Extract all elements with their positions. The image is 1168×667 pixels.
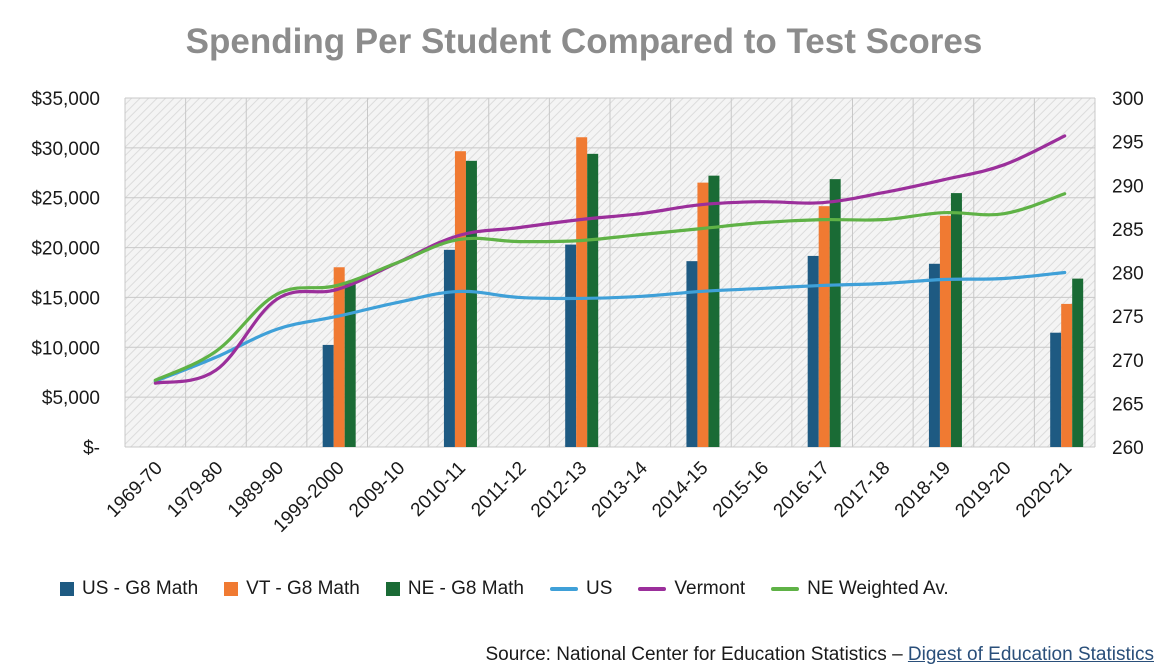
bar-vt-g8-math-2018-19 [939, 215, 951, 447]
x-tick-label: 2017-18 [830, 458, 894, 522]
right-tick-label: 275 [1112, 307, 1144, 328]
legend-swatch [771, 587, 800, 591]
x-tick-label: 2018-19 [891, 458, 955, 522]
bar-ne-g8-math-2020-21 [1072, 278, 1084, 447]
legend-label: NE Weighted Av. [807, 578, 949, 599]
grid-layer [124, 97, 1096, 448]
legend-label: Vermont [674, 578, 746, 599]
left-axis: $- $5,000 $10,000 $15,000 $20,000 $25,000 $30,… [31, 89, 100, 459]
x-tick-label: 1979-80 [163, 458, 227, 522]
x-tick-label: 2010-11 [407, 458, 470, 521]
right-tick-label: 280 [1112, 264, 1144, 285]
x-axis: 1969-701979-801989-901999-20002009-10201… [103, 457, 1077, 536]
right-tick-label: 270 [1112, 351, 1144, 372]
left-tick-label: $20,000 [31, 239, 100, 260]
left-tick-label: $- [83, 438, 100, 459]
line-us [153, 270, 1067, 383]
bar-us-g8-math-2016-17 [807, 255, 819, 447]
bar-us-g8-math-2020-21 [1050, 332, 1062, 447]
right-tick-label: 260 [1112, 438, 1144, 459]
bar-layer [322, 137, 1084, 447]
legend-label: NE - G8 Math [407, 578, 524, 599]
right-tick-label: 300 [1112, 89, 1144, 110]
left-tick-label: $30,000 [31, 139, 100, 160]
legend-swatch [550, 587, 578, 591]
legend-item: NE - G8 Math [385, 578, 524, 600]
bar-vt-g8-math-2020-21 [1061, 303, 1073, 447]
line-layer [153, 134, 1067, 385]
right-tick-label: 290 [1112, 176, 1144, 197]
x-tick-label: 2020-21 [1012, 458, 1076, 522]
legend-swatch [60, 582, 74, 596]
bar-ne-g8-math-2018-19 [950, 193, 962, 447]
bar-vt-g8-math-2014-15 [697, 182, 709, 447]
x-tick-label: 2015-16 [709, 458, 773, 522]
legend-item: Vermont [638, 578, 745, 600]
line-vermont [153, 134, 1067, 385]
source-prefix: Source: National Center for Education St… [485, 644, 908, 665]
legend-item: VT - G8 Math [224, 578, 360, 600]
legend: US - G8 Math VT - G8 Math NE - G8 Math US Ve… [60, 578, 1140, 600]
bar-vt-g8-math-2012-13 [576, 137, 588, 447]
x-tick-label: 2014-15 [648, 458, 712, 522]
x-tick-label: 2019-20 [951, 458, 1015, 522]
bar-us-g8-math-2010-11 [443, 249, 455, 447]
left-tick-label: $15,000 [31, 288, 100, 309]
left-tick-label: $25,000 [31, 189, 100, 210]
right-axis: 260 265 270 275 280 285 290 295 300 [1112, 89, 1144, 459]
legend-item: US [550, 578, 612, 600]
left-tick-label: $35,000 [31, 89, 100, 110]
source-link[interactable]: Digest of Education Statistics [907, 644, 1154, 665]
legend-item: NE Weighted Av. [771, 578, 949, 600]
chart-title: Spending Per Student Compared to Test Sc… [185, 22, 983, 61]
legend-swatch [385, 582, 400, 596]
bar-vt-g8-math-1999-2000 [333, 267, 345, 447]
bar-vt-g8-math-2016-17 [818, 206, 830, 447]
bar-ne-g8-math-2014-15 [708, 175, 720, 447]
legend-label: US - G8 Math [82, 578, 199, 599]
bar-vt-g8-math-2010-11 [454, 151, 466, 447]
right-tick-label: 285 [1112, 220, 1144, 241]
legend-item: US - G8 Math [60, 578, 198, 600]
legend-label: US [586, 578, 613, 599]
bar-us-g8-math-2012-13 [565, 244, 577, 447]
bar-ne-g8-math-2010-11 [465, 160, 477, 447]
x-tick-label: 2013-14 [588, 457, 652, 521]
legend-swatch [224, 582, 239, 596]
line-ne-weighted-av- [153, 192, 1067, 382]
left-tick-label: $10,000 [31, 338, 100, 359]
bar-ne-g8-math-1999-2000 [344, 282, 356, 447]
bar-us-g8-math-2018-19 [928, 263, 940, 447]
x-tick-label: 2009-10 [345, 458, 409, 522]
x-tick-label: 2016-17 [770, 458, 834, 522]
x-tick-label: 2011-12 [467, 458, 530, 521]
right-tick-label: 265 [1112, 394, 1144, 415]
bar-ne-g8-math-2012-13 [587, 153, 599, 447]
bar-us-g8-math-2014-15 [686, 261, 698, 447]
x-tick-label: 1969-70 [103, 458, 167, 522]
bar-ne-g8-math-2016-17 [829, 179, 841, 447]
bar-us-g8-math-1999-2000 [322, 344, 334, 447]
source-note: Source: National Center for Education St… [485, 644, 1154, 666]
legend-label: VT - G8 Math [246, 578, 360, 599]
legend-swatch [638, 587, 667, 591]
left-tick-label: $5,000 [42, 388, 100, 409]
right-tick-label: 295 [1112, 133, 1144, 154]
x-tick-label: 2012-13 [527, 458, 591, 522]
